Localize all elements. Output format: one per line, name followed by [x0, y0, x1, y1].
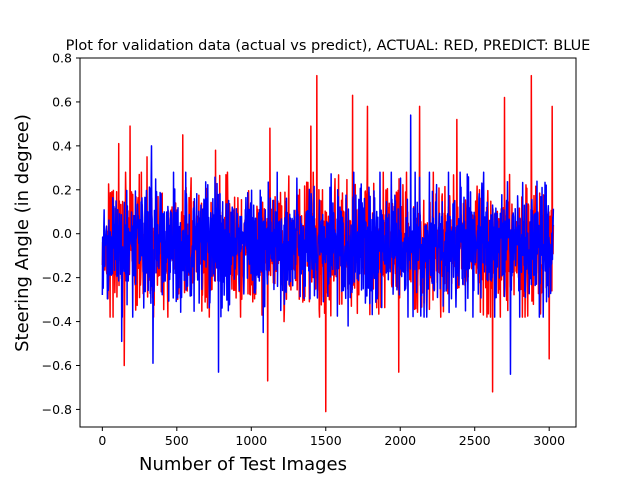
y-tick-label: 0.2	[52, 182, 72, 197]
tick-layer: 0 500 1000 1500 2000 2500 3000 −0.8 −0.6 −0.4 −0.2…	[42, 51, 566, 449]
y-tick-label: −0.6	[42, 358, 72, 373]
y-axis-label: Steering Angle (in degree)	[12, 114, 33, 352]
y-tick-label: 0.4	[52, 138, 72, 153]
x-tick-label: 3000	[533, 433, 565, 448]
x-tick-label: 1500	[310, 433, 342, 448]
y-tick-label: −0.4	[42, 314, 72, 329]
x-axis-label: Number of Test Images	[139, 454, 347, 475]
y-tick-label: −0.2	[42, 270, 72, 285]
x-tick-label: 500	[165, 433, 189, 448]
y-tick-label: 0.0	[52, 226, 72, 241]
y-tick-label: −0.8	[42, 402, 72, 417]
x-tick-label: 0	[98, 433, 106, 448]
series-predict-line	[101, 114, 555, 376]
y-tick-label: 0.6	[52, 94, 72, 109]
x-tick-label: 2000	[384, 433, 416, 448]
chart-title: Plot for validation data (actual vs pred…	[66, 38, 591, 54]
x-tick-label: 1000	[235, 433, 267, 448]
series-layer	[101, 74, 555, 413]
y-tick-label: 0.8	[52, 51, 72, 66]
plot-frame	[79, 57, 577, 428]
x-tick-label: 2500	[459, 433, 491, 448]
